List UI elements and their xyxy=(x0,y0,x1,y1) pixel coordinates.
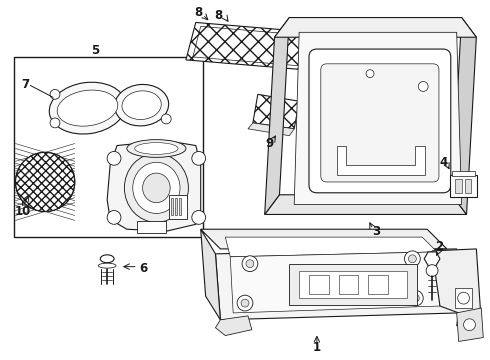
Circle shape xyxy=(366,70,374,78)
Bar xyxy=(309,275,329,294)
Bar xyxy=(175,198,177,215)
Circle shape xyxy=(16,152,74,212)
Ellipse shape xyxy=(98,263,116,268)
Circle shape xyxy=(464,319,475,330)
Circle shape xyxy=(426,265,438,276)
Ellipse shape xyxy=(115,85,169,126)
Circle shape xyxy=(405,251,420,267)
Circle shape xyxy=(418,82,428,91)
Polygon shape xyxy=(274,18,476,37)
Polygon shape xyxy=(201,229,220,320)
Bar xyxy=(171,198,173,215)
Circle shape xyxy=(412,294,419,302)
Polygon shape xyxy=(432,249,481,326)
Bar xyxy=(179,198,181,215)
Text: 7: 7 xyxy=(22,78,29,91)
Polygon shape xyxy=(253,94,299,129)
Polygon shape xyxy=(248,123,294,136)
Text: 2: 2 xyxy=(435,240,443,253)
Bar xyxy=(455,179,462,193)
Ellipse shape xyxy=(133,162,180,213)
Bar xyxy=(169,195,187,219)
Bar xyxy=(14,57,203,237)
Ellipse shape xyxy=(100,255,114,263)
Circle shape xyxy=(161,114,171,124)
Circle shape xyxy=(107,211,121,224)
Circle shape xyxy=(192,152,206,165)
Polygon shape xyxy=(201,229,447,249)
Circle shape xyxy=(242,256,258,271)
Bar xyxy=(455,288,472,308)
Circle shape xyxy=(50,89,60,99)
Text: 6: 6 xyxy=(140,262,147,275)
Polygon shape xyxy=(452,18,476,215)
Polygon shape xyxy=(107,141,201,231)
Text: 10: 10 xyxy=(14,205,30,218)
Bar xyxy=(137,221,166,233)
Circle shape xyxy=(237,295,253,311)
Text: 8: 8 xyxy=(195,6,203,19)
Ellipse shape xyxy=(127,140,186,157)
Circle shape xyxy=(458,292,469,304)
FancyBboxPatch shape xyxy=(321,64,439,182)
Text: 3: 3 xyxy=(372,225,380,238)
Ellipse shape xyxy=(124,153,188,222)
Ellipse shape xyxy=(122,91,161,120)
Text: 1: 1 xyxy=(313,341,321,354)
Text: 5: 5 xyxy=(91,44,99,57)
Ellipse shape xyxy=(57,90,118,126)
Text: 9: 9 xyxy=(266,137,274,150)
Bar xyxy=(450,175,477,197)
Bar xyxy=(465,179,471,193)
Circle shape xyxy=(409,255,416,263)
Bar xyxy=(339,275,358,294)
Circle shape xyxy=(16,152,74,212)
Bar xyxy=(452,171,475,176)
Circle shape xyxy=(50,118,60,128)
FancyBboxPatch shape xyxy=(309,49,451,193)
Polygon shape xyxy=(225,237,437,257)
Polygon shape xyxy=(265,18,289,215)
Bar xyxy=(299,271,408,298)
Polygon shape xyxy=(216,316,252,336)
Polygon shape xyxy=(230,252,440,313)
Polygon shape xyxy=(457,308,483,342)
Circle shape xyxy=(192,211,206,224)
Polygon shape xyxy=(337,145,425,175)
Bar xyxy=(368,275,388,294)
Bar xyxy=(289,264,417,305)
Text: 8: 8 xyxy=(214,9,222,22)
Circle shape xyxy=(241,299,249,307)
Polygon shape xyxy=(186,22,314,70)
Circle shape xyxy=(107,152,121,165)
Polygon shape xyxy=(294,32,462,204)
Ellipse shape xyxy=(135,143,178,154)
Circle shape xyxy=(246,260,254,267)
Polygon shape xyxy=(265,195,466,215)
Ellipse shape xyxy=(143,173,170,203)
Circle shape xyxy=(408,290,423,306)
Polygon shape xyxy=(216,249,459,320)
Text: 4: 4 xyxy=(440,156,448,169)
Ellipse shape xyxy=(49,82,125,134)
